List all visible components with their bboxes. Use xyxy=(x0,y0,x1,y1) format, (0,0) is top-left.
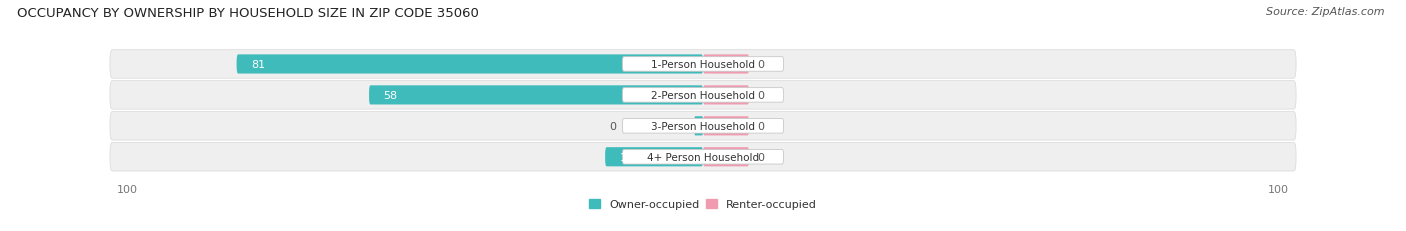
Text: 58: 58 xyxy=(384,91,398,100)
Text: OCCUPANCY BY OWNERSHIP BY HOUSEHOLD SIZE IN ZIP CODE 35060: OCCUPANCY BY OWNERSHIP BY HOUSEHOLD SIZE… xyxy=(17,7,479,20)
FancyBboxPatch shape xyxy=(110,112,1296,140)
Text: 81: 81 xyxy=(252,60,266,70)
Text: 1-Person Household: 1-Person Household xyxy=(651,60,755,70)
FancyBboxPatch shape xyxy=(110,81,1296,110)
FancyBboxPatch shape xyxy=(110,143,1296,171)
Text: 17: 17 xyxy=(620,152,634,162)
FancyBboxPatch shape xyxy=(703,117,749,136)
Text: Source: ZipAtlas.com: Source: ZipAtlas.com xyxy=(1267,7,1385,17)
FancyBboxPatch shape xyxy=(703,86,749,105)
FancyBboxPatch shape xyxy=(623,150,783,164)
Text: 0: 0 xyxy=(758,60,765,70)
FancyBboxPatch shape xyxy=(695,117,703,136)
FancyBboxPatch shape xyxy=(623,119,783,134)
Text: 3-Person Household: 3-Person Household xyxy=(651,121,755,131)
Text: 2-Person Household: 2-Person Household xyxy=(651,91,755,100)
FancyBboxPatch shape xyxy=(368,86,703,105)
FancyBboxPatch shape xyxy=(110,51,1296,79)
Text: 0: 0 xyxy=(758,91,765,100)
FancyBboxPatch shape xyxy=(623,88,783,103)
FancyBboxPatch shape xyxy=(236,55,703,74)
Legend: Owner-occupied, Renter-occupied: Owner-occupied, Renter-occupied xyxy=(589,199,817,209)
Text: 0: 0 xyxy=(610,121,617,131)
Text: 0: 0 xyxy=(758,152,765,162)
FancyBboxPatch shape xyxy=(703,55,749,74)
FancyBboxPatch shape xyxy=(605,148,703,167)
FancyBboxPatch shape xyxy=(623,58,783,72)
Text: 4+ Person Household: 4+ Person Household xyxy=(647,152,759,162)
FancyBboxPatch shape xyxy=(703,148,749,167)
Text: 0: 0 xyxy=(758,121,765,131)
